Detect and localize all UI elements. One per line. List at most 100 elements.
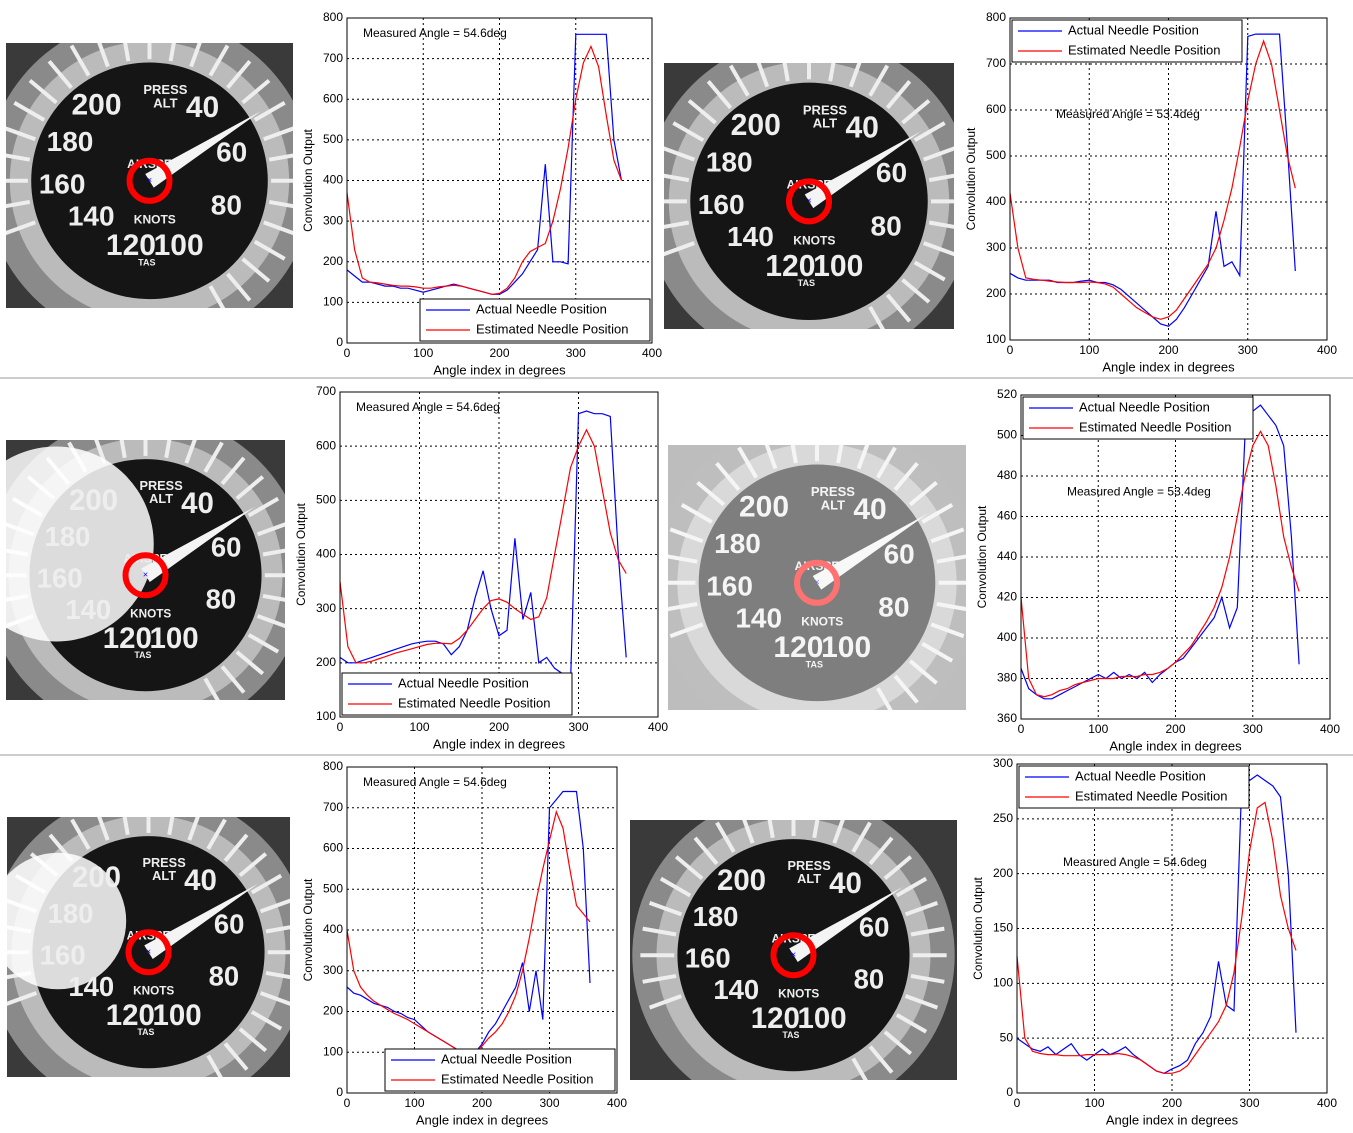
gauge-tick [6, 220, 36, 236]
x-tick-label: 300 [1239, 1096, 1259, 1110]
gauge-label: 140 [65, 594, 111, 625]
gauge-label: TAS [138, 257, 155, 267]
gauge-tick [868, 1045, 894, 1074]
gauge-label: ALT [821, 497, 845, 512]
y-tick-label: 800 [986, 10, 1006, 24]
gauge-tick [6, 126, 36, 142]
gauge-tick [256, 614, 285, 629]
axes-box [1009, 17, 1328, 341]
gauge-tick [226, 272, 252, 302]
gauge-label: 160 [698, 189, 745, 220]
series-line [1020, 430, 1300, 698]
center-mark: × [147, 175, 152, 185]
y-tick-label: 700 [316, 384, 336, 398]
gauge-label: 100 [821, 631, 871, 664]
y-tick-label: 500 [986, 148, 1006, 162]
y-tick-label: 200 [323, 254, 343, 268]
gauge-label: 160 [685, 943, 731, 974]
gauge-tick [901, 99, 931, 125]
gauge-tick [187, 817, 200, 841]
y-tick-label: 800 [323, 10, 343, 24]
gauge-tick [767, 820, 775, 839]
gauge-label: ALT [153, 95, 177, 110]
y-tick-label: 500 [316, 493, 336, 507]
gauge-tick [728, 64, 750, 97]
gauge-tick [851, 1057, 868, 1080]
gauge-tick [856, 445, 870, 470]
gauge-tick [921, 503, 954, 524]
gauge-tick [119, 440, 127, 459]
y-tick-label: 300 [993, 756, 1013, 770]
gauge-label: 140 [68, 200, 115, 231]
gauge-tick [693, 836, 719, 866]
x-tick-label: 300 [568, 720, 588, 734]
x-tick-label: 100 [404, 1096, 424, 1110]
x-axis-label: Angle index in degrees [433, 362, 566, 377]
axes-box [1020, 394, 1331, 720]
center-mark: × [146, 947, 151, 957]
gauge-label: KNOTS [130, 607, 171, 620]
y-tick-label: 500 [323, 881, 343, 895]
gauge-tick [97, 43, 110, 68]
axes-box [339, 391, 659, 718]
legend-label: Actual Needle Position [441, 1051, 572, 1066]
gauge-tick [184, 440, 197, 464]
x-tick-label: 0 [1018, 722, 1025, 736]
y-axis-label: Convolution Output [971, 876, 985, 979]
gauge-tick [687, 99, 717, 125]
gauge-label: 80 [854, 963, 885, 994]
y-tick-label: 400 [323, 173, 343, 187]
x-tick-label: 300 [1243, 722, 1263, 736]
gauge-tick [883, 1030, 913, 1056]
axes-box [1016, 763, 1328, 1094]
x-tick-label: 400 [1317, 1096, 1337, 1110]
gauge-tick [913, 121, 946, 143]
gauge-tick [13, 101, 46, 122]
y-tick-label: 50 [1000, 1030, 1014, 1044]
gauge-label: 140 [727, 221, 774, 252]
y-tick-label: 150 [993, 921, 1013, 935]
annotation: Measured Angle = 53.4deg [1056, 107, 1200, 121]
gauge-label: 200 [739, 491, 789, 524]
gauge-tick [122, 817, 130, 836]
gauge-label: TAS [137, 1027, 154, 1037]
detected-center [794, 559, 840, 606]
y-axis-label: Convolution Output [294, 502, 308, 605]
y-tick-label: 600 [316, 438, 336, 452]
gauge-tick [910, 973, 945, 984]
gauge-tick [259, 898, 290, 914]
y-tick-label: 400 [997, 630, 1017, 644]
gauge-tick [47, 59, 73, 89]
x-tick-label: 200 [489, 720, 509, 734]
gauge-tick [238, 852, 268, 878]
gauge-tick [696, 480, 726, 507]
y-tick-label: 300 [323, 213, 343, 227]
series-line [1009, 39, 1296, 320]
gauge-tick [664, 146, 696, 162]
needle [141, 506, 255, 582]
gauge-tick [226, 59, 252, 89]
gauge-tick [265, 925, 290, 934]
gauge-tick [868, 306, 886, 329]
gauge-label: KNOTS [133, 984, 174, 997]
x-axis-label: Angle index in degrees [433, 736, 566, 751]
y-tick-label: 0 [336, 1085, 343, 1099]
gauge-tick [253, 239, 286, 261]
gauge-tick [262, 593, 285, 602]
gauge-tick [223, 1042, 249, 1071]
gauge-tick [164, 440, 172, 459]
gauge-tick [936, 601, 966, 612]
center-mark: × [791, 950, 796, 960]
gauge-label: 120 [106, 999, 155, 1032]
gauge-tick [901, 278, 931, 304]
gauge-tick [922, 241, 954, 257]
gauge-tick [893, 674, 919, 704]
gauge-tick [123, 43, 131, 62]
y-tick-label: 200 [986, 286, 1006, 300]
x-tick-label: 100 [413, 346, 433, 360]
gauge-label: ALT [152, 868, 176, 883]
gauge-tick [885, 80, 912, 110]
gauge-tick [206, 818, 227, 850]
